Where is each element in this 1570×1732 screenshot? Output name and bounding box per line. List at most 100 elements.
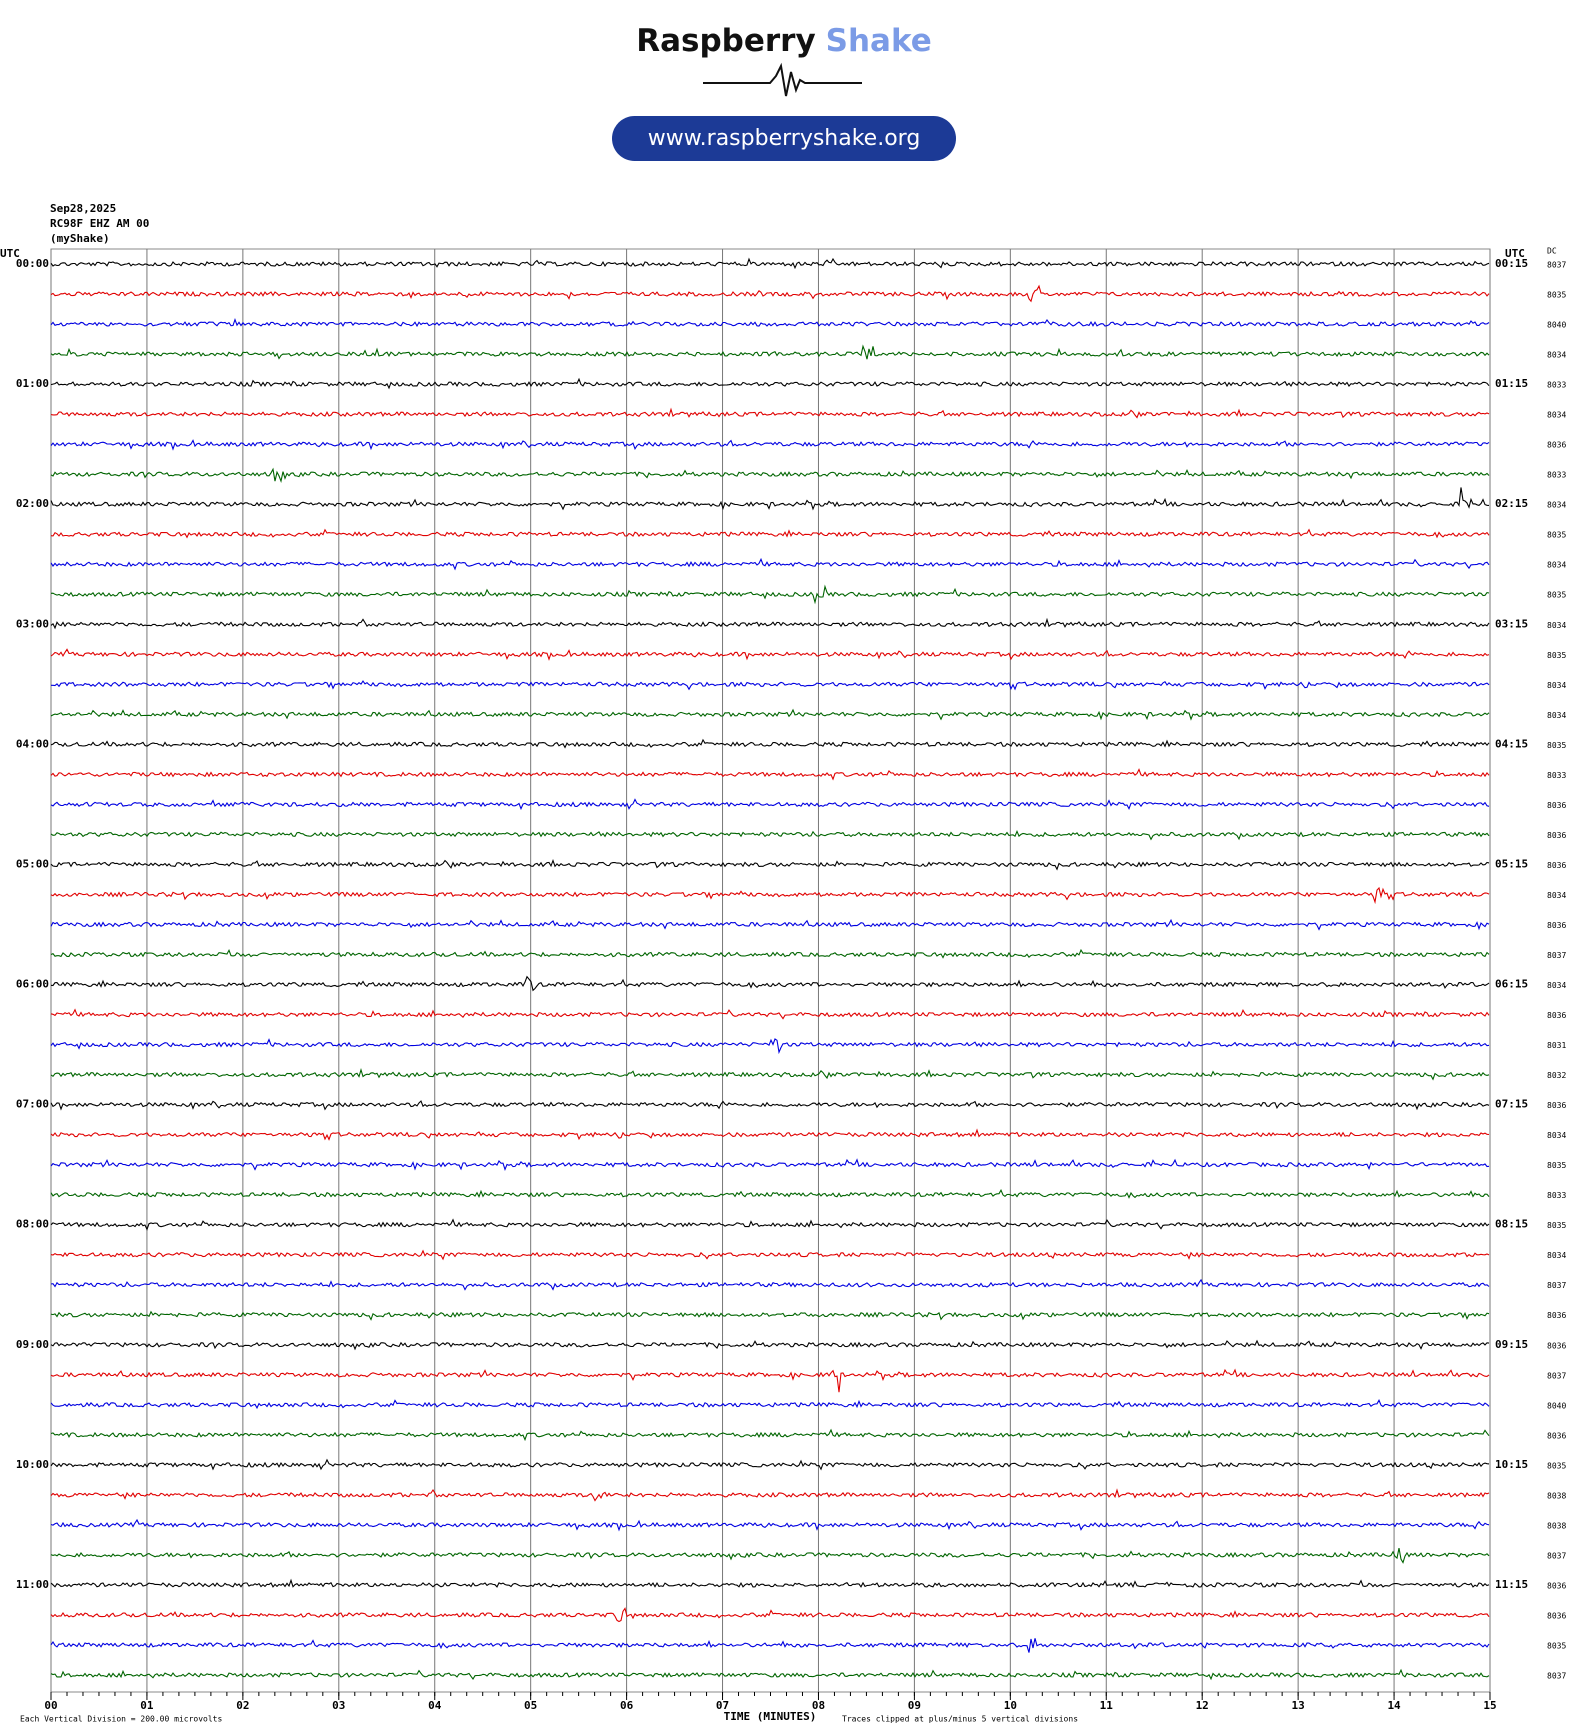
right-hour-label: 08:15 bbox=[1495, 1218, 1528, 1231]
trace bbox=[50, 1249, 1490, 1261]
x-axis-title: TIME (MINUTES) bbox=[724, 1710, 817, 1723]
dc-value: 8036 bbox=[1547, 921, 1566, 930]
dc-value: 8040 bbox=[1547, 321, 1566, 330]
right-hour-label: 07:15 bbox=[1495, 1098, 1528, 1111]
dc-value: 8033 bbox=[1547, 1191, 1566, 1200]
dc-value: 8037 bbox=[1547, 1371, 1566, 1380]
x-tick-label: 13 bbox=[1292, 1699, 1305, 1712]
dc-value: 8038 bbox=[1547, 1521, 1566, 1530]
trace bbox=[50, 886, 1490, 905]
trace bbox=[50, 487, 1490, 511]
dc-value: 8031 bbox=[1547, 1041, 1566, 1050]
dc-value: 8037 bbox=[1547, 1281, 1566, 1290]
dc-value: 8034 bbox=[1547, 891, 1566, 900]
dc-value: 8034 bbox=[1547, 1251, 1566, 1260]
trace bbox=[50, 1038, 1490, 1055]
dc-value: 8037 bbox=[1547, 1551, 1566, 1560]
trace bbox=[50, 1128, 1490, 1141]
trace bbox=[50, 1100, 1490, 1111]
date: Sep28,2025 bbox=[50, 202, 116, 215]
dc-value: 8035 bbox=[1547, 741, 1566, 750]
trace bbox=[50, 1458, 1490, 1471]
url-pill bbox=[612, 116, 956, 161]
dc-value: 8033 bbox=[1547, 771, 1566, 780]
trace bbox=[50, 1607, 1490, 1623]
dc-label: DC bbox=[1547, 247, 1557, 256]
trace bbox=[50, 1218, 1490, 1231]
dc-value: 8035 bbox=[1547, 1461, 1566, 1470]
dc-value: 8037 bbox=[1547, 261, 1566, 270]
right-hour-label: 02:15 bbox=[1495, 497, 1528, 510]
x-tick-label: 14 bbox=[1387, 1699, 1401, 1712]
left-hour-label: 04:00 bbox=[16, 737, 49, 750]
dc-value: 8036 bbox=[1547, 1431, 1566, 1440]
trace bbox=[50, 1578, 1490, 1588]
dc-value: 8035 bbox=[1547, 291, 1566, 300]
right-hour-label: 01:15 bbox=[1495, 377, 1528, 390]
dc-value: 8034 bbox=[1547, 711, 1566, 720]
trace bbox=[50, 284, 1490, 303]
trace bbox=[50, 377, 1490, 390]
trace bbox=[50, 858, 1490, 871]
left-hour-label: 03:00 bbox=[16, 617, 49, 630]
trace bbox=[50, 317, 1490, 328]
trace bbox=[50, 975, 1490, 992]
trace bbox=[50, 1339, 1490, 1351]
dc-value: 8036 bbox=[1547, 801, 1566, 810]
left-axis-label: UTC bbox=[0, 247, 20, 260]
trace bbox=[50, 648, 1490, 661]
scale-note: Each Vertical Division = 200.00 microvol… bbox=[20, 1715, 222, 1724]
trace bbox=[50, 1488, 1490, 1502]
left-hour-label: 07:00 bbox=[16, 1098, 49, 1111]
dc-value: 8036 bbox=[1547, 1311, 1566, 1320]
dc-value: 8034 bbox=[1547, 351, 1566, 360]
dc-value: 8040 bbox=[1547, 1401, 1566, 1410]
dc-value: 8035 bbox=[1547, 531, 1566, 540]
x-tick-label: 03 bbox=[332, 1699, 345, 1712]
dc-value: 8034 bbox=[1547, 981, 1566, 990]
x-tick-label: 07 bbox=[716, 1699, 729, 1712]
left-hour-label: 11:00 bbox=[16, 1578, 49, 1591]
dc-value: 8034 bbox=[1547, 501, 1566, 510]
trace bbox=[50, 528, 1490, 539]
trace bbox=[50, 407, 1490, 419]
brand-logo-wave bbox=[703, 62, 862, 97]
dc-value: 8034 bbox=[1547, 1131, 1566, 1140]
dc-value: 8036 bbox=[1547, 1011, 1566, 1020]
trace bbox=[50, 1188, 1490, 1199]
dc-value: 8036 bbox=[1547, 441, 1566, 450]
station: RC98F EHZ AM 00 bbox=[50, 217, 149, 230]
left-hour-label: 06:00 bbox=[16, 978, 49, 991]
trace bbox=[50, 584, 1490, 605]
left-hour-label: 02:00 bbox=[16, 497, 49, 510]
trace bbox=[50, 1547, 1490, 1564]
x-tick-label: 02 bbox=[236, 1699, 249, 1712]
trace bbox=[50, 768, 1490, 781]
left-hour-label: 05:00 bbox=[16, 857, 49, 870]
x-tick-label: 06 bbox=[620, 1699, 634, 1712]
right-hour-label: 10:15 bbox=[1495, 1458, 1528, 1471]
right-hour-label: 06:15 bbox=[1495, 978, 1528, 991]
x-tick-label: 01 bbox=[140, 1699, 154, 1712]
dc-value: 8032 bbox=[1547, 1071, 1566, 1080]
trace bbox=[50, 1399, 1490, 1410]
trace bbox=[50, 738, 1490, 749]
dc-value: 8034 bbox=[1547, 561, 1566, 570]
dc-value: 8036 bbox=[1547, 1101, 1566, 1110]
right-hour-label: 11:15 bbox=[1495, 1578, 1528, 1591]
dc-value: 8036 bbox=[1547, 1581, 1566, 1590]
left-hour-label: 09:00 bbox=[16, 1338, 49, 1351]
brand-dark: Raspberry bbox=[636, 23, 815, 59]
trace bbox=[50, 798, 1490, 811]
trace bbox=[50, 829, 1490, 841]
trace bbox=[50, 1428, 1490, 1442]
dc-value: 8034 bbox=[1547, 411, 1566, 420]
trace bbox=[50, 1518, 1490, 1532]
right-hour-label: 03:15 bbox=[1495, 617, 1528, 630]
trace bbox=[50, 1668, 1490, 1681]
dc-value: 8034 bbox=[1547, 621, 1566, 630]
dc-value: 8036 bbox=[1547, 831, 1566, 840]
brand-light: Shake bbox=[826, 23, 932, 59]
dc-value: 8037 bbox=[1547, 951, 1566, 960]
x-tick-label: 00 bbox=[44, 1699, 57, 1712]
